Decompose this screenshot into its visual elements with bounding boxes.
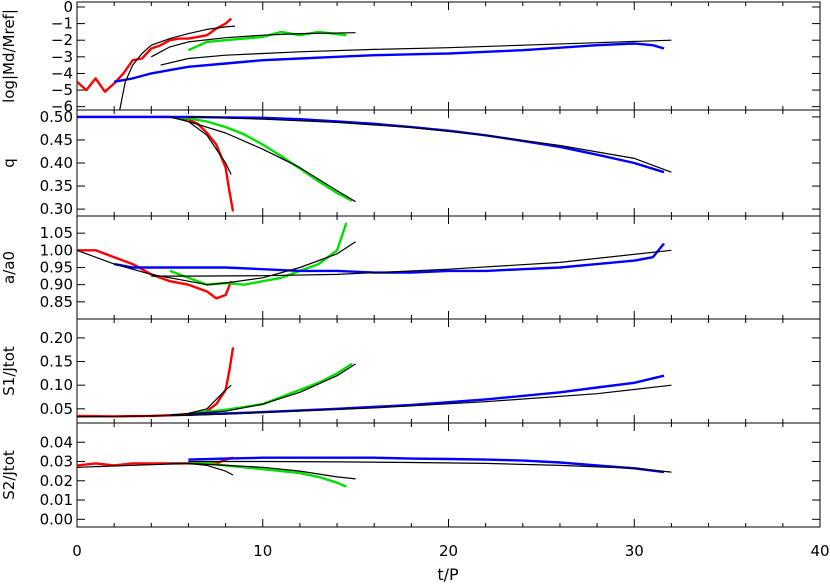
series-line-black [151, 32, 356, 58]
series-line-green [169, 115, 353, 202]
y-tick-label: 0.00 [40, 510, 73, 528]
series-group [77, 17, 672, 110]
series-line-green [169, 222, 348, 286]
y-tick-label: −2 [51, 31, 73, 49]
series-line-black [119, 25, 235, 110]
series-line-blue [188, 456, 665, 474]
series-group [77, 347, 672, 418]
series-line-black [77, 462, 356, 480]
y-tick-label: 0.05 [40, 400, 73, 418]
y-tick-label: 0.35 [40, 177, 73, 195]
y-tick-label: −3 [51, 48, 73, 66]
series-line-blue [113, 242, 665, 274]
y-tick-label: 0.50 [40, 108, 73, 126]
series-group [77, 115, 672, 212]
series-line-black [77, 241, 356, 286]
y-axis-title: S2/Jtot [0, 450, 18, 500]
y-axis-title: log|Md/Mref| [0, 9, 18, 103]
y-tick-label: 1.05 [40, 224, 73, 242]
series-group [77, 456, 672, 488]
x-tick-label: 20 [439, 542, 458, 560]
y-axis-title: a/a0 [0, 251, 18, 284]
panel-1: 0−1−2−3−4−5−6 log|Md/Mref| [0, 0, 821, 116]
y-tick-label: 1.00 [40, 241, 73, 259]
panel-4: 0.20 0.15 0.10 0.05 S1/Jtot [0, 318, 821, 424]
y-tick-label: 0.10 [40, 376, 73, 394]
x-tick-label: 10 [253, 542, 272, 560]
series-line-black [160, 39, 672, 66]
x-tick-label: 40 [810, 542, 829, 560]
y-tick-label: −1 [51, 15, 73, 33]
x-tick-label: 30 [625, 542, 644, 560]
y-tick-label: 0.40 [40, 154, 73, 172]
x-axis-title: t/P [437, 565, 459, 584]
y-tick-label: 0.01 [40, 491, 73, 509]
panel-3: 1.051.000.950.900.85 a/a0 [0, 215, 821, 320]
y-tick-label: 0.02 [40, 472, 73, 490]
series-group [77, 222, 672, 300]
y-tick-label: −6 [51, 98, 73, 116]
y-tick-label: 0.04 [40, 433, 73, 451]
y-tick-label: 0.45 [40, 131, 73, 149]
y-tick-label: −4 [51, 64, 73, 82]
panel-5: 0.04 0.030.020.010.00 S2/Jtot [0, 422, 821, 528]
series-line-black [169, 363, 356, 416]
series-line-black [188, 460, 672, 473]
panel-2: 0.50 0.45 0.40 0.35 0.30 q [0, 108, 821, 218]
y-tick-label: 0.90 [40, 276, 73, 294]
series-line-black [188, 116, 672, 173]
y-axis-title: S1/Jtot [0, 346, 18, 396]
series-line-black [151, 249, 672, 277]
series-line-black [77, 384, 672, 418]
y-tick-label: −5 [51, 81, 73, 99]
series-line-black [169, 116, 356, 203]
series-line-green [188, 362, 353, 415]
y-tick-label: 0.03 [40, 453, 73, 471]
x-tick-label: 0 [72, 542, 82, 560]
y-tick-label: 0.20 [40, 329, 73, 347]
y-tick-label: 0.95 [40, 259, 73, 277]
y-tick-label: 0.85 [40, 293, 73, 311]
y-axis-title: q [0, 158, 18, 168]
series-line-red [77, 17, 232, 93]
y-tick-label: 0 [63, 0, 73, 16]
plot-layer: 0−1−2−3−4−5−6log|Md/Mref|0.500.450.400.3… [0, 0, 830, 560]
y-tick-label: 0.15 [40, 353, 73, 371]
series-line-blue [113, 42, 665, 83]
y-tick-label: 0.30 [40, 200, 73, 218]
series-line-red [77, 249, 233, 300]
